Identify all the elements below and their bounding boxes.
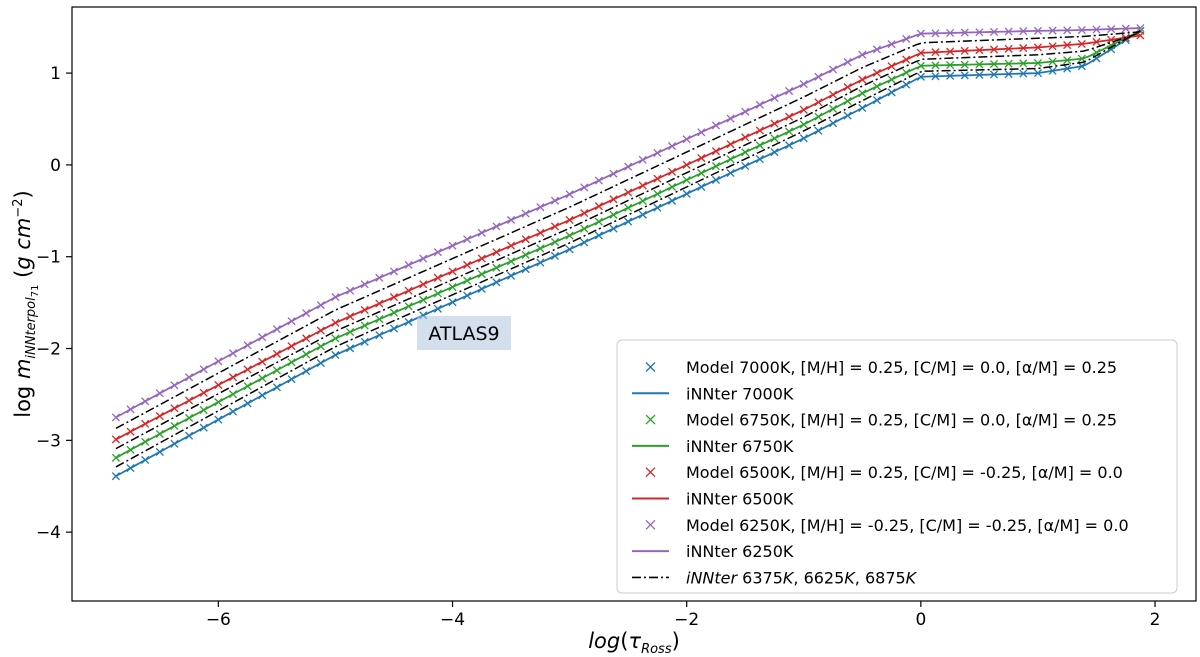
legend-marker — [645, 362, 656, 372]
legend-label: Model 7000K, [M/H] = 0.25, [C/M] = 0.0, … — [686, 358, 1117, 377]
y-axis-label: log miNNterpol71 (g cm−2) — [11, 190, 41, 418]
series-layer — [111, 24, 1145, 481]
legend-label: iNNter 6500K — [686, 490, 794, 509]
legend-entry-3: iNNter 6750K — [632, 437, 794, 456]
model-point — [111, 472, 120, 481]
legend-label: Model 6500K, [M/H] = 0.25, [C/M] = -0.25… — [686, 463, 1123, 482]
legend-label: iNNter 7000K — [686, 384, 794, 403]
series-8 — [115, 30, 1141, 468]
x-tick-label: −2 — [674, 610, 699, 630]
series-1 — [115, 30, 1141, 477]
legend-entry-4: Model 6500K, [M/H] = 0.25, [C/M] = -0.25… — [645, 463, 1123, 482]
legend-marker — [645, 519, 656, 530]
x-tick-label: 2 — [1150, 610, 1161, 630]
legend-entry-6: Model 6250K, [M/H] = -0.25, [C/M] = -0.2… — [645, 516, 1129, 535]
annotation-label: ATLAS9 — [428, 323, 499, 345]
axis-ticks: −6 −4 −2 0 2 −4 −3 −2 −1 0 1 — [36, 64, 1160, 630]
fit-line-3 — [115, 30, 1141, 459]
series-7 — [115, 27, 1141, 419]
y-tick-label: −4 — [36, 523, 61, 543]
y-tick-label: 0 — [50, 156, 61, 176]
interp-line-1 — [115, 31, 1141, 450]
interp-line-0 — [115, 31, 1141, 430]
legend-marker — [645, 414, 656, 425]
series-6 — [111, 24, 1145, 422]
legend-entry-5: iNNter 6500K — [632, 490, 794, 509]
legend-label: iNNter 6250K — [686, 542, 794, 561]
legend-entry-2: Model 6750K, [M/H] = 0.25, [C/M] = 0.0, … — [645, 411, 1117, 430]
legend-entry-1: iNNter 7000K — [632, 384, 794, 403]
y-tick-label: −1 — [36, 248, 61, 268]
model-point — [111, 413, 120, 422]
legend-label: Model 6750K, [M/H] = 0.25, [C/M] = 0.0, … — [686, 411, 1117, 430]
series-3 — [115, 30, 1141, 459]
legend-entries: Model 7000K, [M/H] = 0.25, [C/M] = 0.0, … — [632, 358, 1129, 587]
y-tick-label: −3 — [36, 431, 61, 451]
model-point — [111, 453, 120, 462]
legend-label: iNNter 6375K, 6625K, 6875K — [686, 568, 918, 587]
annotation-box — [417, 316, 511, 350]
legend-entry-0: Model 7000K, [M/H] = 0.25, [C/M] = 0.0, … — [645, 358, 1117, 377]
x-tick-label: −6 — [206, 610, 231, 630]
fit-line-5 — [115, 34, 1141, 441]
legend-box — [616, 339, 1178, 594]
legend-label: iNNter 6750K — [686, 437, 794, 456]
plot-frame — [71, 6, 1197, 602]
legend-label: Model 6250K, [M/H] = -0.25, [C/M] = -0.2… — [686, 516, 1129, 535]
fit-line-7 — [115, 27, 1141, 419]
model-point — [111, 435, 120, 444]
legend-marker — [645, 467, 656, 478]
y-tick-label: −2 — [36, 340, 61, 360]
x-tick-label: 0 — [915, 610, 926, 630]
fit-line-1 — [115, 30, 1141, 477]
interp-line-2 — [115, 30, 1141, 468]
legend-entry-8: iNNter 6375K, 6625K, 6875K — [632, 568, 918, 587]
legend: Model 7000K, [M/H] = 0.25, [C/M] = 0.0, … — [616, 339, 1178, 594]
x-axis-label: log(τRoss) — [588, 629, 680, 657]
series-5 — [115, 34, 1141, 441]
y-tick-label: 1 — [50, 64, 61, 84]
x-tick-label: −4 — [440, 610, 465, 630]
legend-entry-7: iNNter 6250K — [632, 542, 794, 561]
